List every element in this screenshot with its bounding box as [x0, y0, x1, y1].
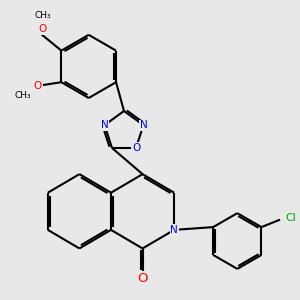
Text: CH₃: CH₃: [14, 91, 31, 100]
Text: Cl: Cl: [285, 213, 296, 223]
Text: N: N: [170, 225, 178, 235]
Text: O: O: [137, 272, 148, 285]
Text: O: O: [39, 24, 47, 34]
Text: N: N: [140, 120, 147, 130]
Text: O: O: [132, 143, 140, 153]
Text: N: N: [101, 120, 108, 130]
Text: CH₃: CH₃: [34, 11, 51, 20]
Text: O: O: [34, 81, 42, 91]
